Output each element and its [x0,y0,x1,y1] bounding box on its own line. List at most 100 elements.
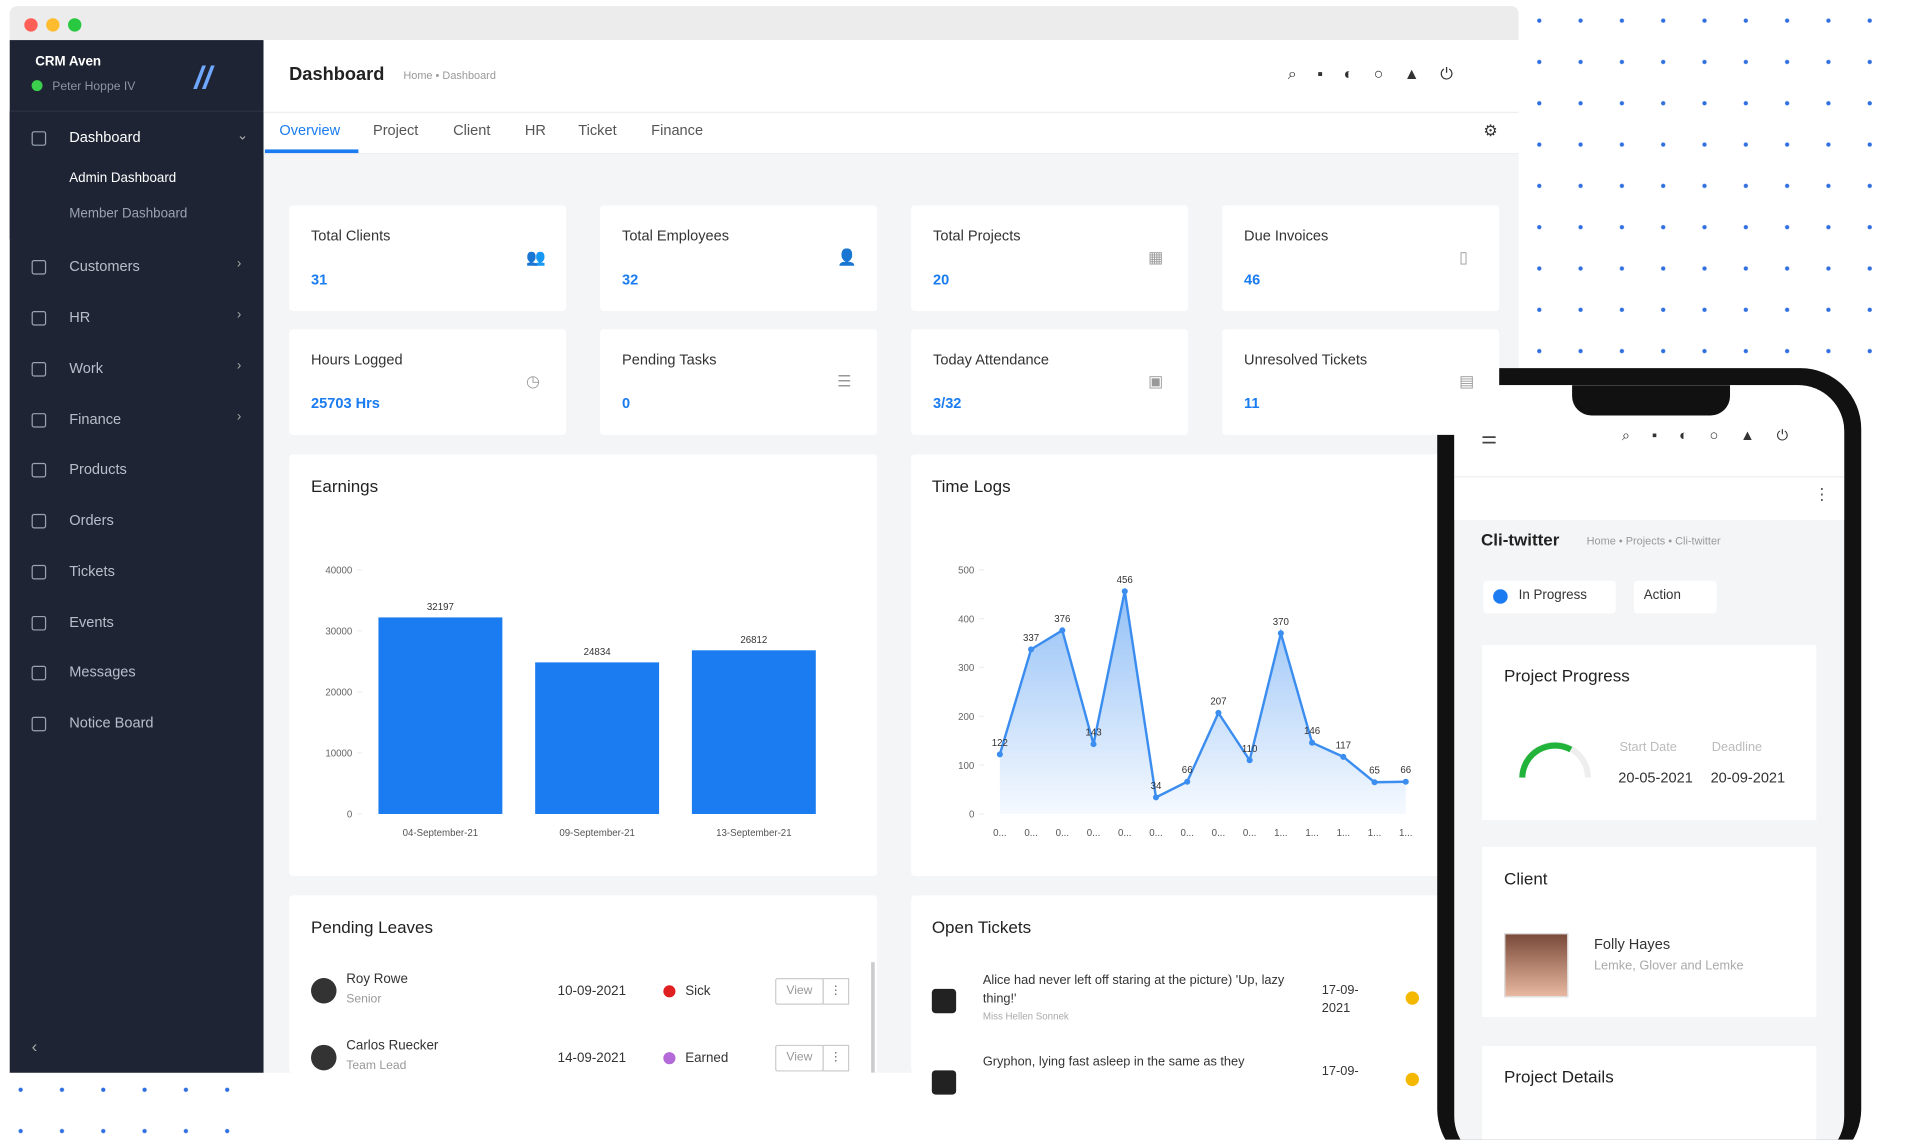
menu-item[interactable]: Tickets [69,562,115,580]
data-label: 66 [1182,765,1193,776]
open-tickets-panel [911,895,1498,1073]
action-text[interactable]: Action [1643,588,1681,603]
maximize-button[interactable] [68,18,82,32]
data-label: 24834 [584,647,612,658]
more-button[interactable]: ⋮ [822,977,850,1005]
collapse-button[interactable]: ‹ [31,1036,38,1056]
type-dot [663,1052,676,1065]
menu-icon [31,513,47,529]
close-button[interactable] [24,18,38,32]
menu-item[interactable]: Products [69,460,127,478]
stat-label: Today Attendance [933,351,1049,369]
point [1340,753,1347,760]
menu-item[interactable]: Finance [69,410,122,428]
action-button[interactable] [1634,580,1717,614]
active-tab-indicator [264,149,359,154]
sidebar: CRM Aven Peter Hoppe IV // ‹ [9,40,264,1073]
menu-item[interactable]: Work [69,359,104,377]
stat-card [600,329,878,435]
card-title: Project Details [1504,1066,1614,1087]
menu-item[interactable]: Customers [69,257,140,275]
menu-item[interactable]: Notice Board [69,714,154,732]
scrollbar[interactable] [871,962,875,1073]
leave-date: 10-09-2021 [557,984,627,999]
phone-toolbar [1454,476,1845,520]
stat-label: Hours Logged [311,351,403,369]
settings-icon[interactable]: ⚙ [1483,121,1498,140]
data-label: 117 [1336,740,1351,751]
menu-item[interactable]: Orders [69,511,114,529]
y-tick-label: 400 [958,614,975,625]
phone-title: Cli-twitter [1480,529,1560,550]
point [1184,778,1191,785]
stat-value: 11 [1244,394,1260,412]
deadline-date: 20-09-2021 [1710,769,1786,787]
stat-card [911,205,1189,312]
card-title: Project Progress [1504,665,1630,686]
tab[interactable]: Ticket [578,121,617,139]
chevron[interactable]: › [236,307,242,322]
type-dot [663,985,676,998]
stat-value: 46 [1244,270,1261,288]
tab[interactable]: Client [453,121,491,139]
stat-value: 20 [933,270,950,288]
y-tick-label: 20000 [325,688,353,699]
y-tick-label: 300 [958,663,975,674]
card [1482,645,1817,821]
status-dot [1493,589,1508,604]
ticket-text: Gryphon, lying fast asleep in the same a… [982,1054,1245,1070]
chevron[interactable]: › [236,256,242,271]
x-tick-label: 1... [1368,828,1381,839]
menu-icon [31,564,47,580]
y-tick-label: 40000 [325,565,353,576]
point [1121,588,1128,595]
leave-type: Earned [685,1050,729,1066]
dot-pattern [1518,0,1905,389]
menu-icon [31,362,47,377]
submenu-item[interactable]: Member Dashboard [69,206,188,222]
view-button[interactable]: View [775,1044,824,1072]
y-tick-label: 100 [958,761,975,772]
phone-breadcrumb[interactable]: Home • Projects • Cli-twitter [1586,534,1721,547]
more-button[interactable]: ⋮ [822,1044,850,1072]
chevron[interactable]: › [236,409,242,425]
minimize-button[interactable] [46,18,60,32]
stat-icon: ▯ [1459,247,1468,267]
view-button[interactable]: View [775,977,824,1005]
avatar [311,977,337,1004]
menu-item[interactable]: Events [69,613,114,631]
tab[interactable]: Project [372,121,419,139]
data-label: 337 [1023,633,1039,644]
x-tick-label: 1... [1399,828,1412,839]
menu-item[interactable]: Dashboard [69,128,141,146]
user-name: Peter Hoppe IV [52,80,136,94]
phone-icons[interactable]: ⌕▪◐○▲⏻ [1621,426,1811,444]
deadline-label: Deadline [1711,739,1763,755]
menu-item[interactable]: HR [69,308,91,326]
tab[interactable]: Finance [651,121,704,139]
company-name[interactable]: CRM Aven [35,54,102,70]
gauge-svg [1519,741,1591,778]
stat-icon: ☰ [837,371,852,390]
more-button[interactable]: ⋮ [1813,484,1830,503]
status-text[interactable]: In Progress [1518,588,1587,603]
employee-role: Senior [346,992,382,1006]
panel-title: Open Tickets [931,917,1032,937]
point [1309,739,1316,746]
chevron[interactable]: › [236,358,242,373]
divider [263,111,1519,113]
ticket-date: 17-09-2021 [1321,982,1359,1016]
ticket-icon [931,1070,957,1095]
breadcrumb[interactable]: Home • Dashboard [403,69,496,82]
menu-item[interactable]: Messages [69,663,136,681]
stat-value: 3/32 [933,394,962,412]
submenu-item[interactable]: Admin Dashboard [69,171,177,186]
data-label: 143 [1085,728,1101,739]
stat-icon: 👥 [526,247,546,267]
tab[interactable]: HR [524,121,546,139]
header-icons[interactable]: ⌕▪◐○▲⏻ [1287,64,1474,83]
tab[interactable]: Overview [279,121,341,139]
chevron[interactable]: ⌄ [236,128,249,144]
